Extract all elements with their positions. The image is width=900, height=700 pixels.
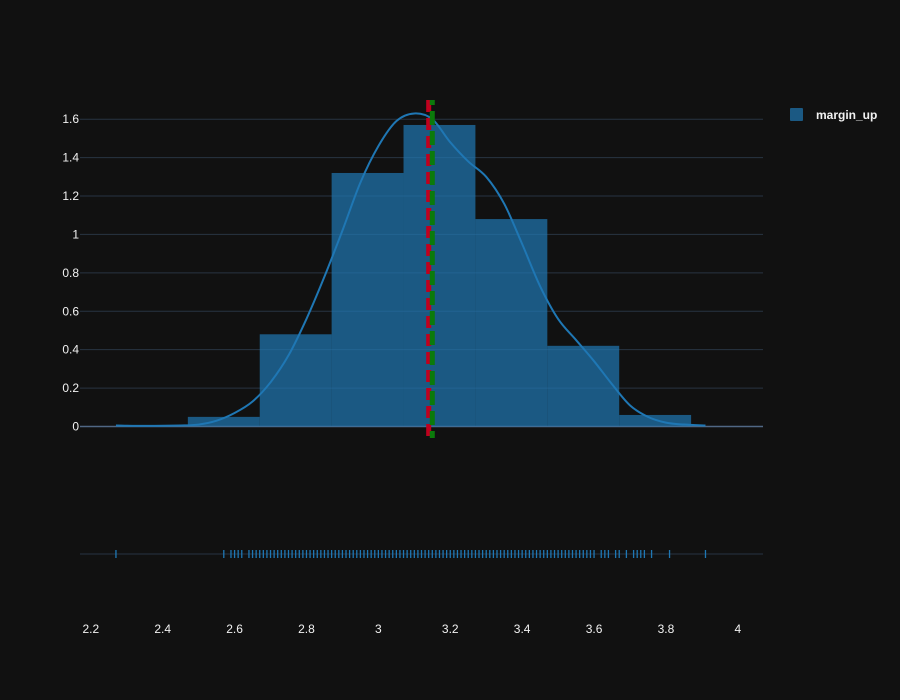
x-tick-label: 3.6 bbox=[586, 622, 603, 636]
histogram-bar[interactable] bbox=[547, 345, 620, 427]
reference-lines bbox=[426, 100, 435, 438]
y-tick-label: 1 bbox=[72, 227, 79, 241]
y-tick-label: 0 bbox=[72, 419, 79, 433]
x-tick-label: 4 bbox=[734, 622, 741, 636]
x-tick-label: 2.8 bbox=[298, 622, 315, 636]
x-tick-label: 3.2 bbox=[442, 622, 459, 636]
x-tick-label: 3.8 bbox=[658, 622, 675, 636]
histogram-bar[interactable] bbox=[259, 334, 332, 427]
histogram-bar[interactable] bbox=[331, 172, 404, 427]
y-tick-label: 1.2 bbox=[62, 189, 79, 203]
x-tick-label: 2.4 bbox=[154, 622, 171, 636]
x-tick-labels: 2.2 2.4 2.6 2.8 3 3.2 3.4 3.6 3.8 4 bbox=[82, 622, 741, 636]
y-tick-label: 0.6 bbox=[62, 304, 79, 318]
y-tick-label: 0.4 bbox=[62, 343, 79, 357]
x-tick-label: 2.2 bbox=[82, 622, 99, 636]
legend-swatch-margin-up[interactable] bbox=[790, 108, 803, 121]
histogram-bar[interactable] bbox=[187, 416, 260, 427]
x-tick-label: 3.4 bbox=[514, 622, 531, 636]
y-tick-labels: 0 0.2 0.4 0.6 0.8 1 1.2 1.4 1.6 bbox=[62, 112, 79, 433]
y-tick-label: 1.6 bbox=[62, 112, 79, 126]
histogram-bar[interactable] bbox=[403, 124, 476, 427]
x-tick-label: 2.6 bbox=[226, 622, 243, 636]
kde-curve[interactable] bbox=[115, 112, 706, 427]
y-tick-label: 0.8 bbox=[62, 266, 79, 280]
legend-label-margin-up[interactable]: margin_up bbox=[816, 108, 877, 122]
y-tick-label: 0.2 bbox=[62, 381, 79, 395]
rug-plot[interactable] bbox=[80, 550, 763, 558]
legend[interactable]: margin_up bbox=[790, 108, 877, 122]
y-tick-label: 1.4 bbox=[62, 151, 79, 165]
x-tick-label: 3 bbox=[375, 622, 382, 636]
kde-curve-group[interactable] bbox=[115, 112, 706, 427]
histogram-bar[interactable] bbox=[475, 219, 548, 427]
histogram-bars[interactable] bbox=[187, 124, 692, 427]
